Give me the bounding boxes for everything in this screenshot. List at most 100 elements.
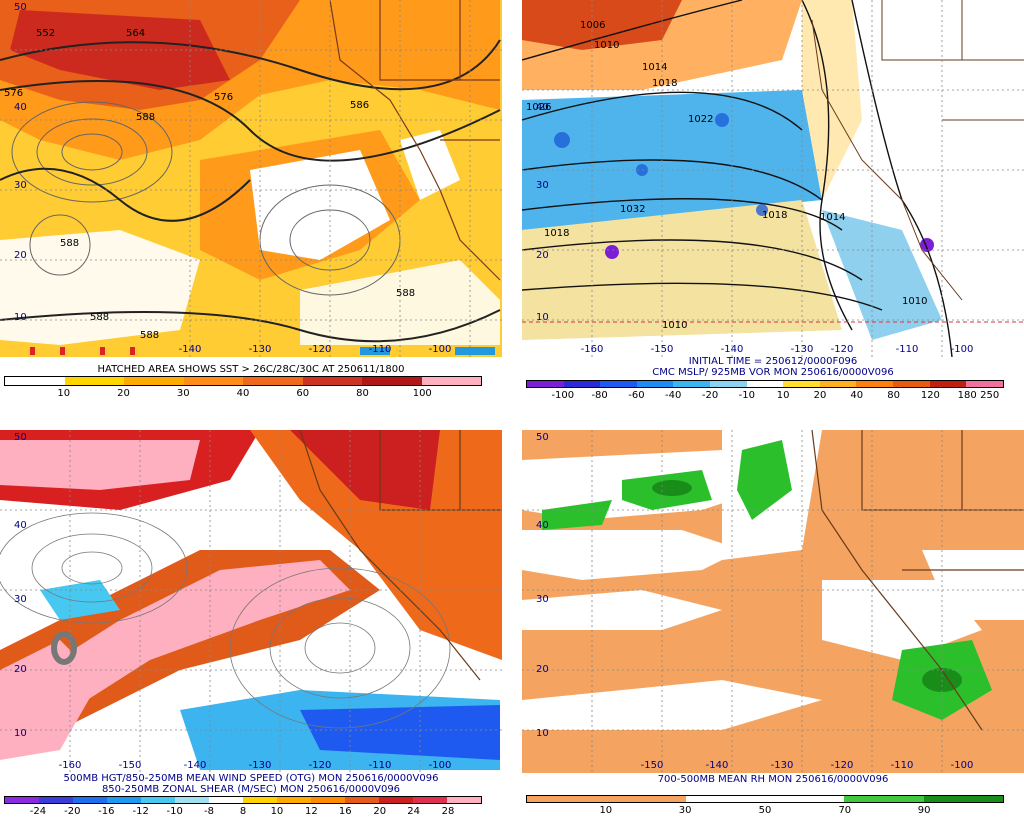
lon-label: -110 xyxy=(368,344,392,355)
panel-zonal-shear: 50 40 30 20 10 -160 -150 -140 -130 -120 … xyxy=(0,430,502,819)
colorbar-labels: 10 20 30 40 60 80 100 xyxy=(4,388,482,400)
colorbar-swatch xyxy=(345,797,379,803)
colorbar-swatch xyxy=(923,796,1003,802)
colorbar xyxy=(4,796,482,804)
colorbar-swatch xyxy=(673,381,711,387)
colorbar-label: -10 xyxy=(738,390,755,401)
panel-caption: 850-250MB ZONAL SHEAR (M/SEC) MON 250616… xyxy=(101,784,401,795)
colorbar-swatch xyxy=(819,381,857,387)
contour-label: 1018 xyxy=(652,78,678,89)
colorbar-swatch xyxy=(243,797,277,803)
colorbar xyxy=(526,795,1004,803)
lon-label: -100 xyxy=(950,760,974,771)
colorbar-label: -20 xyxy=(64,806,81,817)
colorbar-label: -16 xyxy=(98,806,115,817)
lon-label: -100 xyxy=(428,344,452,355)
contour-label: 586 xyxy=(350,100,370,111)
colorbar-label: 120 xyxy=(920,390,940,401)
contour-label: 1014 xyxy=(642,62,668,73)
colorbar-labels: 10 30 50 70 90 xyxy=(526,805,1004,817)
map-zonal-shear xyxy=(0,430,502,773)
lat-label: 30 xyxy=(14,180,27,191)
colorbar-label: 40 xyxy=(850,390,864,401)
colorbar-label: 80 xyxy=(356,388,369,399)
contour-label: 1010 xyxy=(902,296,928,307)
lon-label: -130 xyxy=(248,344,272,355)
colorbar-label: 70 xyxy=(838,805,852,816)
colorbar-swatch xyxy=(362,377,422,385)
colorbar-swatch xyxy=(600,381,637,387)
lat-label: 50 xyxy=(14,2,27,13)
colorbar-swatch xyxy=(527,796,607,802)
lat-label: 20 xyxy=(536,664,549,675)
colorbar-swatch xyxy=(379,797,413,803)
colorbar-swatch xyxy=(64,377,124,385)
colorbar-label: 250 xyxy=(980,390,1000,401)
contour-label: 576 xyxy=(214,92,234,103)
map-500mb-hgt xyxy=(0,0,502,357)
colorbar-swatch xyxy=(685,796,765,802)
contour-label: 1026 xyxy=(526,102,552,113)
colorbar-swatch xyxy=(606,796,686,802)
colorbar-swatch xyxy=(421,377,481,385)
colorbar-label: 30 xyxy=(176,388,190,399)
colorbar-swatch xyxy=(141,797,175,803)
colorbar-swatch xyxy=(175,797,209,803)
lon-label: -100 xyxy=(428,760,452,771)
colorbar-label: -80 xyxy=(591,390,608,401)
lon-label: -150 xyxy=(650,344,674,355)
lon-label: -100 xyxy=(950,344,974,355)
lat-label: 20 xyxy=(14,250,27,261)
colorbar-swatch xyxy=(73,797,107,803)
lon-label: -110 xyxy=(890,760,914,771)
colorbar-labels: -100 -80 -60 -40 -20 -10 10 20 40 80 120… xyxy=(526,390,1004,402)
colorbar-swatch xyxy=(746,381,784,387)
lon-label: -140 xyxy=(178,344,202,355)
colorbar-label: -24 xyxy=(29,806,47,817)
panel-500mb-sst: 50 40 30 20 10 -140 -130 -120 -110 -100 … xyxy=(0,0,502,400)
lat-label: 50 xyxy=(536,432,549,443)
colorbar-swatch xyxy=(209,797,243,803)
lat-label: 10 xyxy=(536,728,549,739)
colorbar-swatch xyxy=(844,796,924,802)
colorbar-swatch xyxy=(302,377,362,385)
lat-label: 40 xyxy=(536,102,549,113)
contour-label: 588 xyxy=(140,330,160,341)
colorbar-swatch xyxy=(527,381,564,387)
colorbar-swatch xyxy=(929,381,967,387)
contour-label: 588 xyxy=(60,238,80,249)
panel-caption: INITIAL TIME = 250612/0000F096 xyxy=(688,356,858,367)
colorbar-swatch xyxy=(563,381,601,387)
colorbar-swatch xyxy=(243,377,303,385)
colorbar-label: 20 xyxy=(813,390,827,401)
colorbar-swatch xyxy=(277,797,311,803)
colorbar-swatch xyxy=(5,377,65,385)
lat-label: 30 xyxy=(14,594,27,605)
colorbar-label: -40 xyxy=(665,390,682,401)
contour-label: 1018 xyxy=(544,228,570,239)
colorbar-label: 90 xyxy=(917,805,931,816)
colorbar-swatch xyxy=(311,797,345,803)
colorbar-label: 20 xyxy=(117,388,130,399)
colorbar-label: -20 xyxy=(701,390,719,401)
lon-label: -120 xyxy=(830,344,854,355)
contour-label: 1006 xyxy=(580,20,606,31)
colorbar-label: 28 xyxy=(441,806,455,817)
colorbar-label: 60 xyxy=(296,388,310,399)
contour-label: 588 xyxy=(396,288,416,299)
colorbar-label: 16 xyxy=(338,806,352,817)
contour-label: 1010 xyxy=(662,320,688,331)
map-mslp-925mb-vor xyxy=(522,0,1024,357)
colorbar-label: 180 xyxy=(957,390,977,401)
lat-label: 10 xyxy=(14,312,27,323)
colorbar-label: 40 xyxy=(236,388,250,399)
colorbar xyxy=(4,376,482,386)
colorbar-swatch xyxy=(107,797,141,803)
lon-label: -140 xyxy=(705,760,729,771)
panel-mean-rh: 50 40 30 20 10 -150 -140 -130 -120 -110 … xyxy=(522,430,1024,819)
colorbar-label: -12 xyxy=(132,806,149,817)
lat-label: 20 xyxy=(536,250,549,261)
contour-label: 576 xyxy=(4,88,24,99)
lat-label: 20 xyxy=(14,664,27,675)
lon-label: -160 xyxy=(58,760,82,771)
